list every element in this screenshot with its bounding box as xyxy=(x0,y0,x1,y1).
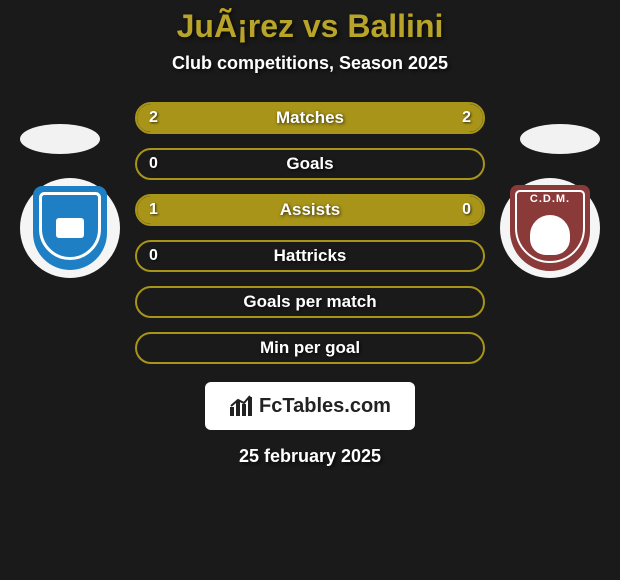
rooster-icon xyxy=(530,215,570,255)
badge-text: C.D.M. xyxy=(530,193,570,205)
stat-row: Goals per match xyxy=(135,286,485,318)
stat-label: Assists xyxy=(137,200,483,220)
branding-text: FcTables.com xyxy=(259,395,391,418)
branding-box: FcTables.com xyxy=(205,382,415,430)
flag-right xyxy=(520,124,600,154)
flag-left xyxy=(20,124,100,154)
stat-row: 0Goals xyxy=(135,148,485,180)
stat-label: Goals xyxy=(137,154,483,174)
shield-icon xyxy=(33,186,107,270)
page-subtitle: Club competitions, Season 2025 xyxy=(0,53,620,74)
chart-icon xyxy=(229,395,253,417)
stat-row: 10Assists xyxy=(135,194,485,226)
stat-label: Min per goal xyxy=(137,338,483,358)
stat-row: 0Hattricks xyxy=(135,240,485,272)
comparison-widget: JuÃ¡rez vs Ballini Club competitions, Se… xyxy=(0,0,620,580)
stat-label: Goals per match xyxy=(137,292,483,312)
club-badge-right: C.D.M. xyxy=(500,178,600,278)
date-text: 25 february 2025 xyxy=(0,446,620,467)
page-title: JuÃ¡rez vs Ballini xyxy=(0,8,620,45)
stat-label: Hattricks xyxy=(137,246,483,266)
shield-icon: C.D.M. xyxy=(510,185,590,271)
club-badge-left xyxy=(20,178,120,278)
stat-row: Min per goal xyxy=(135,332,485,364)
stat-row: 22Matches xyxy=(135,102,485,134)
stat-label: Matches xyxy=(137,108,483,128)
